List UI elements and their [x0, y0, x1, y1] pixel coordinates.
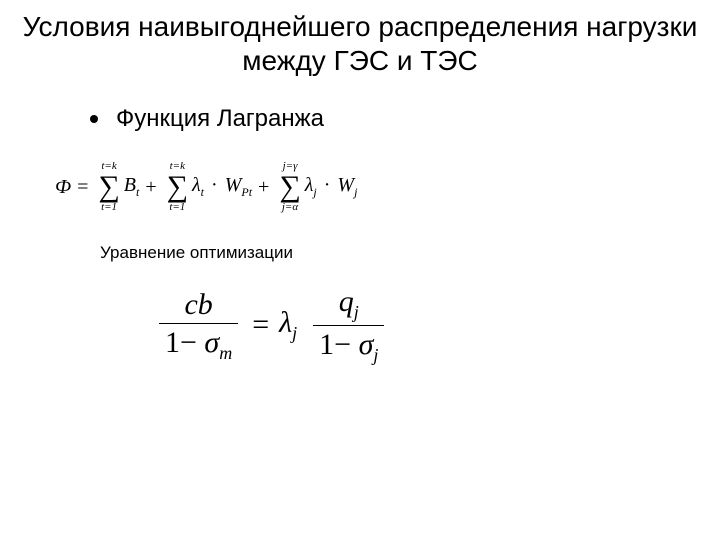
bullet-marker	[90, 115, 98, 123]
eq2-left-den: 1− σm	[159, 323, 238, 364]
eq1-term3-lamsub: j	[313, 185, 316, 199]
eq1-term1: Bt	[124, 174, 140, 200]
optimization-equation: cb 1− σm = λj qj 1− σj	[155, 285, 720, 366]
sigma-icon: ∑	[279, 172, 300, 202]
eq2-right-num: qj	[333, 285, 365, 325]
eq1-lhs: Ф	[55, 176, 71, 199]
eq2-left-num: cb	[178, 288, 218, 323]
eq1-sum3-lower: j=α	[282, 202, 298, 213]
eq1-plus2: +	[252, 176, 275, 199]
eq1-dot2: ·	[322, 174, 333, 196]
eq2-right-den: 1− σj	[313, 325, 384, 366]
subtitle: Уравнение оптимизации	[100, 243, 720, 263]
eq1-term1-base: B	[124, 174, 136, 196]
eq1-term3-w: W	[337, 174, 354, 196]
eq2-left-den-sub: m	[219, 343, 232, 363]
eq1-sum2: t=k ∑ t=1	[167, 161, 188, 213]
eq1-term2: λt · WPt	[192, 174, 252, 200]
eq1-term2-lamsub: t	[201, 185, 204, 199]
sigma-icon: ∑	[98, 172, 119, 202]
eq1-plus1: +	[139, 176, 162, 199]
eq2-left-den-pre: 1−	[165, 326, 204, 359]
eq2-right-den-pre: 1−	[319, 328, 358, 361]
eq2-equals: =	[242, 308, 279, 342]
eq1-sum3: j=γ ∑ j=α	[279, 161, 300, 213]
lagrange-equation: Ф = t=k ∑ t=1 Bt + t=k ∑ t=1 λt · WPt + …	[55, 161, 720, 213]
eq2-left-frac: cb 1− σm	[159, 288, 238, 364]
bullet-text: Функция Лагранжа	[116, 105, 324, 133]
eq1-dot1: ·	[209, 174, 220, 196]
eq2-lambda: λj	[279, 306, 297, 344]
eq1-sum1-lower: t=1	[101, 202, 117, 213]
eq2-right-num-base: q	[339, 285, 354, 318]
eq1-sum2-lower: t=1	[169, 202, 185, 213]
eq1-term3-wsub: j	[354, 185, 357, 199]
eq1-term2-lam: λ	[192, 174, 201, 196]
eq1-equals: =	[71, 176, 94, 199]
slide: Условия наивыгоднейшего распределения на…	[0, 0, 720, 540]
slide-title: Условия наивыгоднейшего распределения на…	[0, 0, 720, 77]
eq2-left-den-sigma: σ	[204, 326, 219, 359]
bullet-line: Функция Лагранжа	[90, 105, 720, 133]
eq1-sum1: t=k ∑ t=1	[98, 161, 119, 213]
eq1-term2-w: W	[225, 174, 242, 196]
eq1-term3: λj · Wj	[305, 174, 358, 200]
eq1-term2-wsub: Pt	[241, 185, 252, 199]
eq2-right-num-sub: j	[354, 302, 359, 322]
eq2-right-frac: qj 1− σj	[313, 285, 384, 366]
eq2-lambda-sub: j	[292, 323, 297, 343]
sigma-icon: ∑	[167, 172, 188, 202]
eq2-right-den-sigma: σ	[359, 328, 374, 361]
eq2-lambda-base: λ	[279, 306, 292, 339]
eq2-right-den-sub: j	[373, 345, 378, 365]
